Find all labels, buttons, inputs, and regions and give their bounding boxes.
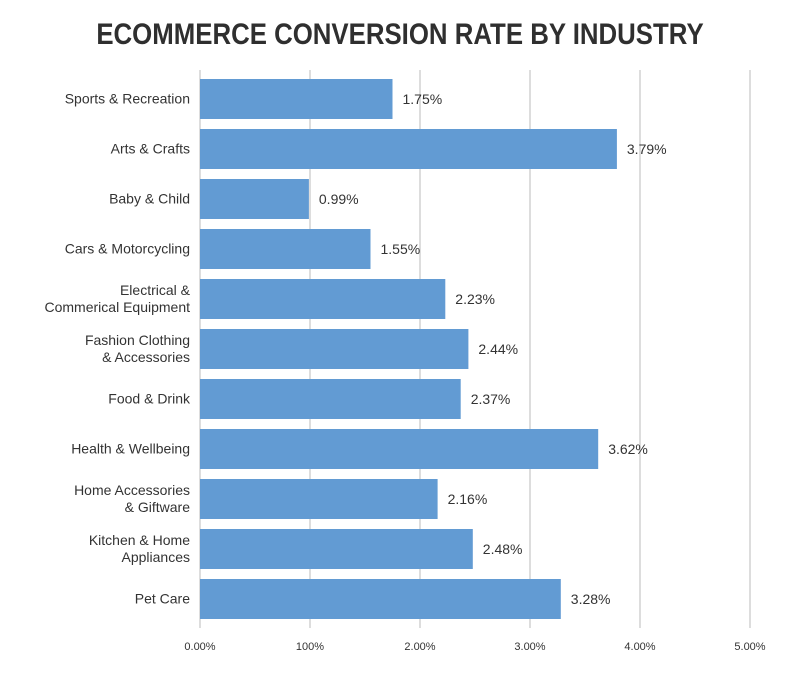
data-label: 3.28% [571,591,611,607]
bar [200,79,393,119]
bar [200,479,438,519]
x-tick-label: 3.00% [514,641,545,653]
category-label: Arts & Crafts [110,140,190,157]
x-tick-label: 0.00% [184,641,215,653]
bar [200,429,599,469]
data-label: 3.79% [627,141,667,157]
category-label: Fashion Clothing & Accessories [84,332,190,365]
x-tick-label: 4.00% [624,641,655,653]
data-label: 2.44% [478,341,518,357]
x-tick-label: 2.00% [404,641,435,653]
data-label: 1.55% [381,241,421,257]
data-label: 1.75% [403,91,443,107]
data-label: 2.37% [471,391,511,407]
bar [200,129,617,169]
category-label: Cars & Motorcycling [64,240,190,257]
data-label: 3.62% [608,441,648,457]
category-label: Kitchen & Home Appliances [88,532,190,565]
category-label: Food & Drink [108,390,190,407]
category-label: Electrical & Commerical Equipment [44,282,191,315]
bar [200,279,446,319]
data-label: 2.48% [483,541,523,557]
category-label: Sports & Recreation [64,90,190,107]
category-label: Baby & Child [109,190,190,207]
bar [200,229,371,269]
category-label: Home Accessories & Giftware [74,482,190,515]
bar [200,579,561,619]
bar [200,179,309,219]
data-label: 2.23% [455,291,495,307]
bar [200,529,473,569]
chart-title: ECOMMERCE CONVERSION RATE BY INDUSTRY [96,18,704,51]
category-label: Pet Care [134,590,190,607]
category-label: Health & Wellbeing [71,440,190,457]
bar [200,379,461,419]
bar [200,329,469,369]
data-label: 2.16% [448,491,488,507]
x-tick-label: 100% [296,641,324,653]
x-tick-label: 5.00% [734,641,765,653]
data-label: 0.99% [319,191,359,207]
